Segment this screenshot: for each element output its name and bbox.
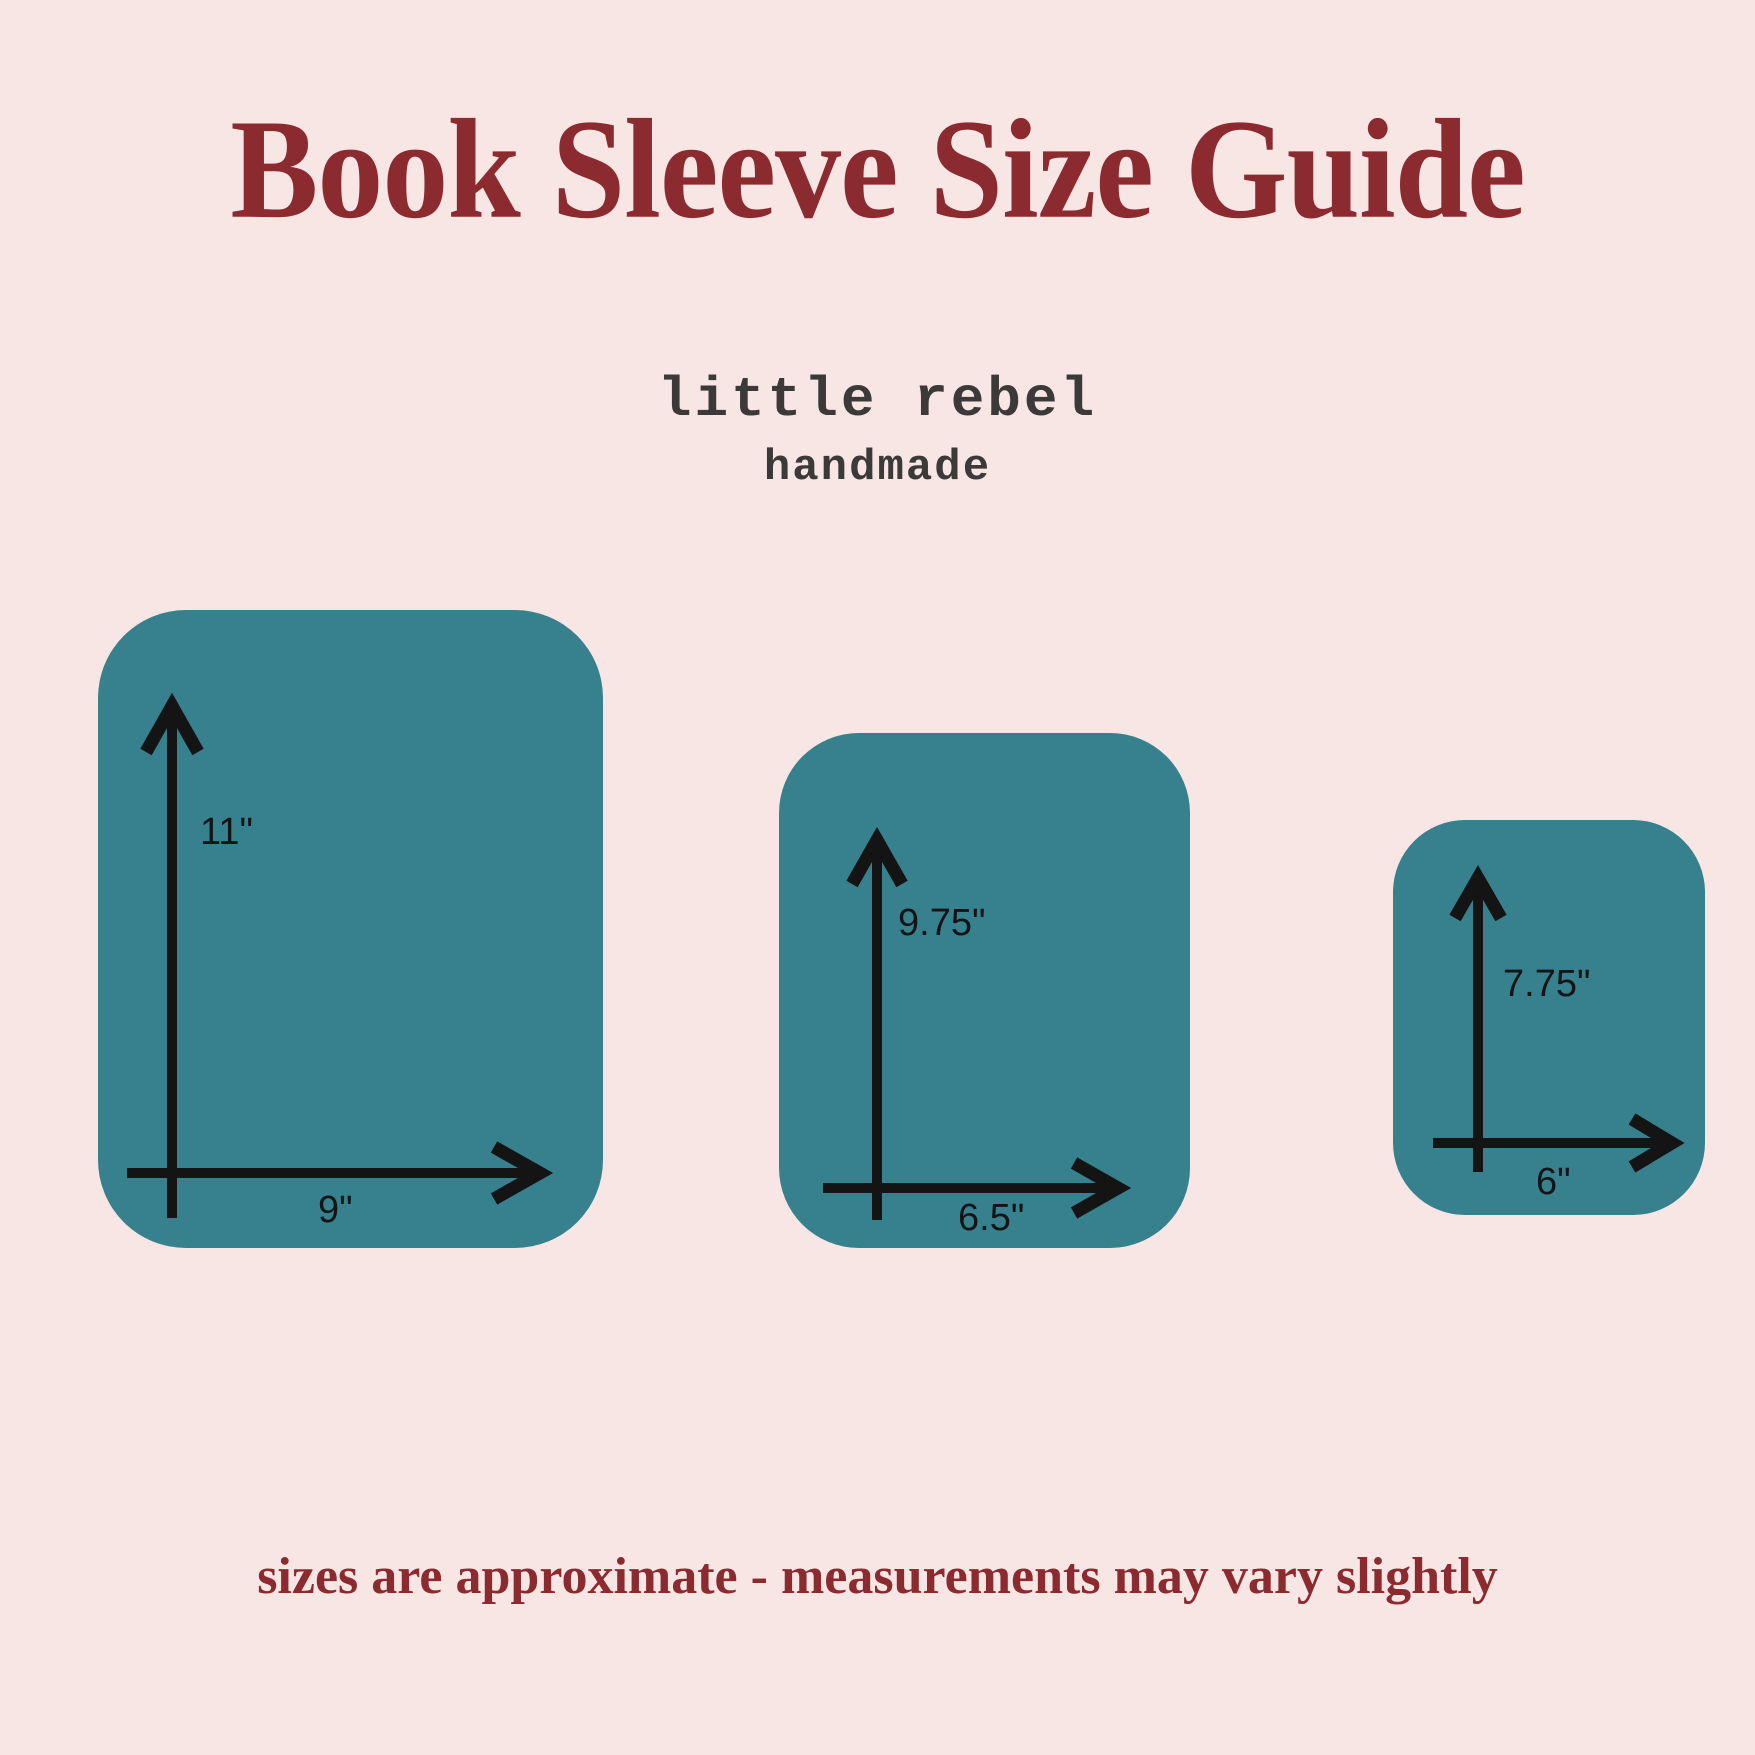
- small-width-label: 6": [1536, 1161, 1571, 1203]
- brand-tagline: handmade: [763, 443, 992, 493]
- brand-logo: little rebel handmade: [0, 372, 1755, 490]
- sleeve-large-shape: [98, 610, 603, 1248]
- large-height-label: 11": [200, 811, 253, 853]
- page-title: Book Sleeve Size Guide: [230, 89, 1525, 249]
- large-width-label: 9": [318, 1189, 353, 1231]
- medium-width-label: 6.5": [958, 1197, 1025, 1239]
- sleeve-medium-shape: [779, 733, 1190, 1248]
- brand-name: little rebel: [657, 368, 1098, 432]
- footnote: sizes are approximate - measurements may…: [257, 1548, 1498, 1605]
- medium-height-label: 9.75": [898, 902, 986, 944]
- sleeve-small-shape: [1393, 820, 1705, 1215]
- small-height-label: 7.75": [1503, 963, 1591, 1005]
